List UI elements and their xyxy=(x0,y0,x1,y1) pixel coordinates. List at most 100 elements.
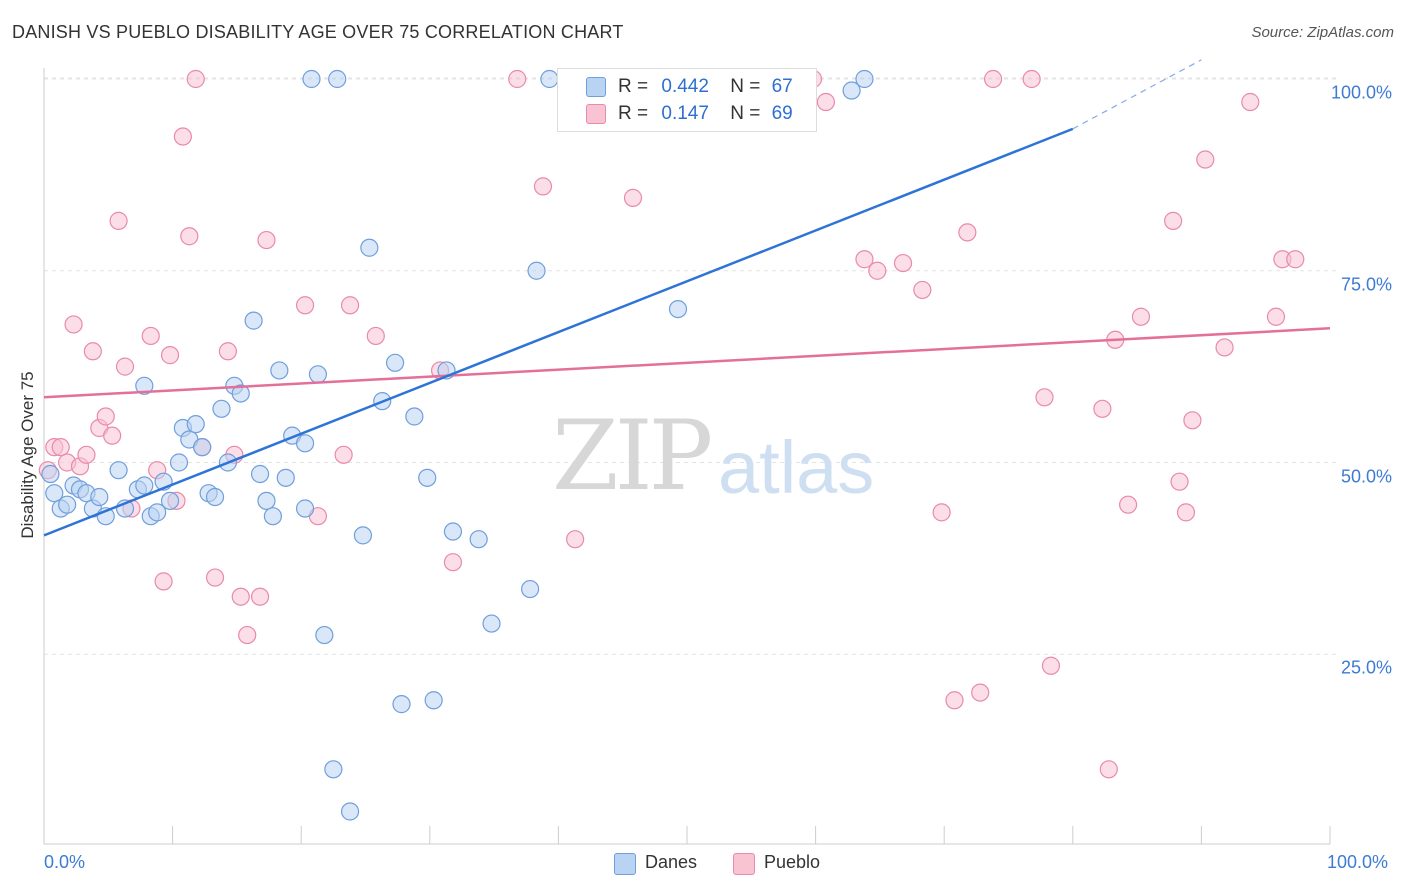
y-tick-label: 50.0% xyxy=(1340,466,1392,486)
pueblo-r-value: 0.147 xyxy=(661,103,709,124)
pueblo-point xyxy=(231,587,250,606)
danes-point xyxy=(469,530,488,549)
danes-trend-line xyxy=(43,127,1074,537)
pueblo-point xyxy=(623,188,643,207)
pueblo-trend-line xyxy=(43,327,1331,399)
danes-point xyxy=(328,69,347,89)
grid-lines xyxy=(44,77,1338,655)
pueblo-point xyxy=(1118,495,1138,514)
pueblo-point xyxy=(1286,250,1305,269)
danes-point xyxy=(205,487,225,507)
danes-point xyxy=(135,376,154,395)
danes-point xyxy=(148,503,167,522)
pueblo-point xyxy=(160,346,180,365)
pueblo-point xyxy=(1131,307,1151,326)
danes-point xyxy=(244,311,263,330)
pueblo-point xyxy=(340,296,360,315)
danes-point xyxy=(340,802,360,821)
pueblo-point xyxy=(533,177,553,196)
pueblo-point xyxy=(238,625,257,645)
legend-pueblo-text: R = 0.147 N = 69 xyxy=(618,103,793,125)
danes-point xyxy=(353,526,373,545)
pueblo-point xyxy=(64,315,83,334)
pueblo-point xyxy=(141,326,160,346)
danes-n-value: 67 xyxy=(771,76,793,97)
pueblo-point xyxy=(1215,338,1234,357)
danes-point xyxy=(405,407,424,426)
danes-n-label: N = xyxy=(730,76,761,97)
danes-point xyxy=(360,238,379,257)
danes-point xyxy=(443,522,463,541)
danes-point xyxy=(212,399,231,418)
pueblo-point xyxy=(983,69,1003,89)
pueblo-point xyxy=(1035,388,1054,407)
pueblo-point xyxy=(366,326,385,346)
pueblo-point xyxy=(1099,760,1118,779)
pueblo-point xyxy=(103,426,122,445)
danes-point xyxy=(855,69,874,89)
pueblo-n-label: N = xyxy=(730,103,761,124)
pueblo-point xyxy=(1170,472,1189,491)
watermark-atlas: atlas xyxy=(718,426,875,509)
pueblo-point xyxy=(971,683,990,702)
danes-point xyxy=(392,695,411,714)
y-tick-label: 100.0% xyxy=(1330,82,1392,103)
danes-point xyxy=(263,507,283,526)
pueblo-point xyxy=(295,296,315,315)
pueblo-point xyxy=(96,407,115,426)
danes-point xyxy=(250,464,270,484)
danes-point xyxy=(276,468,295,487)
pueblo-point xyxy=(186,69,205,89)
danes-point xyxy=(58,495,77,514)
pueblo-point xyxy=(1164,211,1183,230)
danes-point xyxy=(135,476,154,495)
pueblo-point xyxy=(77,445,96,464)
pueblo-point xyxy=(173,127,192,146)
danes-point xyxy=(295,499,315,518)
danes-point xyxy=(668,300,688,319)
pueblo-r-label: R = xyxy=(618,103,649,124)
danes-point xyxy=(231,384,250,403)
pueblo-point xyxy=(958,223,977,242)
bottom-legend-danes: Danes xyxy=(645,852,698,872)
pueblo-point xyxy=(508,69,527,89)
danes-r-value: 0.442 xyxy=(661,76,709,97)
pueblo-point xyxy=(913,280,932,300)
danes-point xyxy=(315,625,334,645)
danes-point xyxy=(324,760,343,779)
danes-point xyxy=(257,491,276,510)
danes-point xyxy=(193,438,212,457)
pueblo-point xyxy=(334,445,353,464)
danes-point xyxy=(482,614,501,633)
danes-point xyxy=(308,365,328,384)
danes-point xyxy=(527,261,546,280)
pueblo-point xyxy=(1241,92,1260,112)
trend-lines xyxy=(43,59,1331,537)
pueblo-point xyxy=(154,572,173,591)
danes-point xyxy=(295,434,315,453)
danes-point xyxy=(90,487,109,507)
source-credit: Source: ZipAtlas.com xyxy=(1251,24,1394,41)
danes-point xyxy=(41,464,60,484)
pueblo-point xyxy=(816,92,835,112)
x-tick-label-max: 100.0% xyxy=(1327,852,1389,872)
pueblo-n-value: 69 xyxy=(771,103,793,124)
chart-title: DANISH VS PUEBLO DISABILITY AGE OVER 75 … xyxy=(12,22,624,42)
pueblo-point xyxy=(257,230,276,250)
danes-point xyxy=(302,69,321,89)
pueblo-point xyxy=(868,261,887,280)
pueblo-point xyxy=(51,438,70,457)
bottom-legend-pueblo: Pueblo xyxy=(764,852,821,872)
danes-trend-extension xyxy=(1072,59,1202,130)
danes-point xyxy=(424,691,443,710)
danes-point xyxy=(418,468,437,487)
pueblo-point xyxy=(205,568,225,587)
stats-legend: R = 0.442 N = 67 R = 0.147 N = 69 xyxy=(557,68,817,132)
pueblo-swatch xyxy=(586,104,606,124)
danes-point xyxy=(186,415,205,434)
y-tick-label: 75.0% xyxy=(1340,274,1392,295)
danes-point xyxy=(270,361,289,380)
danes-point xyxy=(169,453,189,472)
danes-point xyxy=(109,461,128,480)
danes-swatch xyxy=(586,77,606,97)
